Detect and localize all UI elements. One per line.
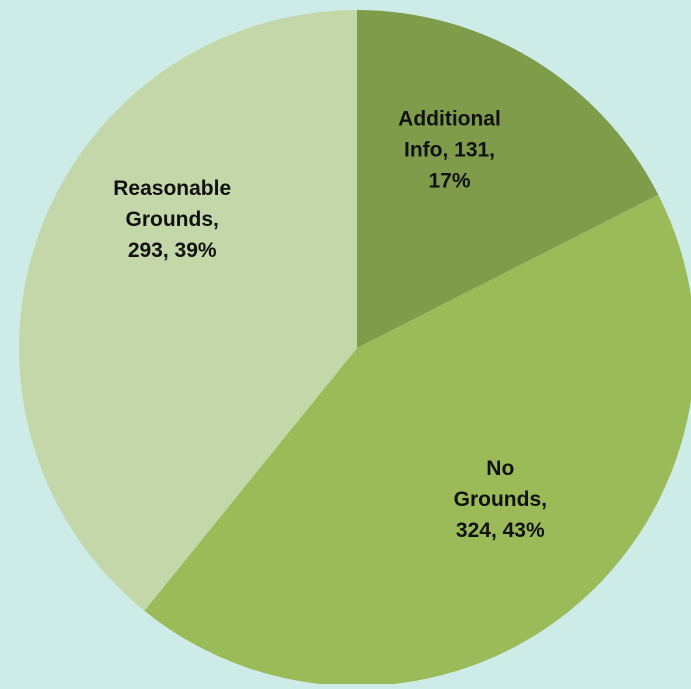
slice-label-line: Grounds,: [126, 208, 219, 231]
slice-data-label: No Grounds, 324, 43%: [454, 457, 547, 542]
slice-label-line: No: [486, 457, 514, 480]
pie-slice: [19, 10, 357, 611]
slices-layer: [19, 10, 691, 686]
slice-label-line: Reasonable: [113, 177, 231, 200]
slice-label-line: 17%: [428, 169, 470, 192]
pie-slice: [144, 194, 691, 686]
slice-label-line: 324, 43%: [456, 519, 545, 542]
slice-label-line: Additional: [398, 107, 501, 130]
pie-slice: [357, 10, 659, 348]
slice-label-line: Info, 131,: [404, 138, 495, 161]
labels-layer: Additional Info, 131, 17% No Grounds, 324, 43…: [113, 107, 547, 542]
slice-data-label: Reasonable Grounds, 293, 39%: [113, 177, 231, 262]
slice-data-label: Additional Info, 131, 17%: [398, 107, 501, 192]
slice-label-line: Grounds,: [454, 488, 547, 511]
slice-label-line: 293, 39%: [128, 239, 217, 262]
